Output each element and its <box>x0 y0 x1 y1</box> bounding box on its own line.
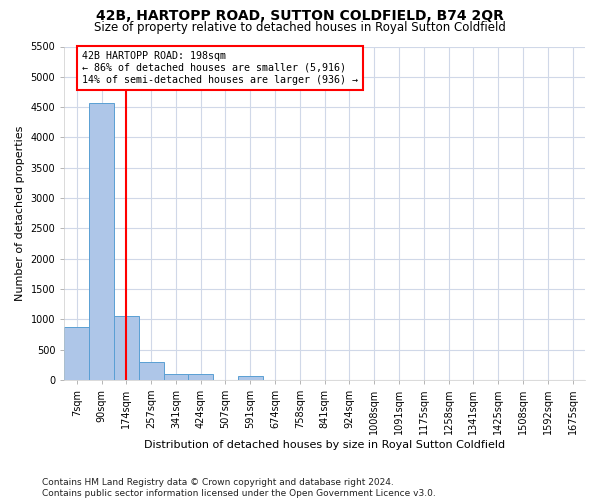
Text: 42B, HARTOPP ROAD, SUTTON COLDFIELD, B74 2QR: 42B, HARTOPP ROAD, SUTTON COLDFIELD, B74… <box>96 9 504 23</box>
Text: 42B HARTOPP ROAD: 198sqm
← 86% of detached houses are smaller (5,916)
14% of sem: 42B HARTOPP ROAD: 198sqm ← 86% of detach… <box>82 52 358 84</box>
Bar <box>164 374 188 380</box>
Bar <box>238 376 263 380</box>
Bar <box>114 316 139 380</box>
Bar <box>89 104 114 380</box>
Text: Size of property relative to detached houses in Royal Sutton Coldfield: Size of property relative to detached ho… <box>94 21 506 34</box>
X-axis label: Distribution of detached houses by size in Royal Sutton Coldfield: Distribution of detached houses by size … <box>144 440 505 450</box>
Bar <box>188 374 213 380</box>
Y-axis label: Number of detached properties: Number of detached properties <box>15 126 25 301</box>
Text: Contains HM Land Registry data © Crown copyright and database right 2024.
Contai: Contains HM Land Registry data © Crown c… <box>42 478 436 498</box>
Bar <box>64 327 89 380</box>
Bar <box>139 362 164 380</box>
